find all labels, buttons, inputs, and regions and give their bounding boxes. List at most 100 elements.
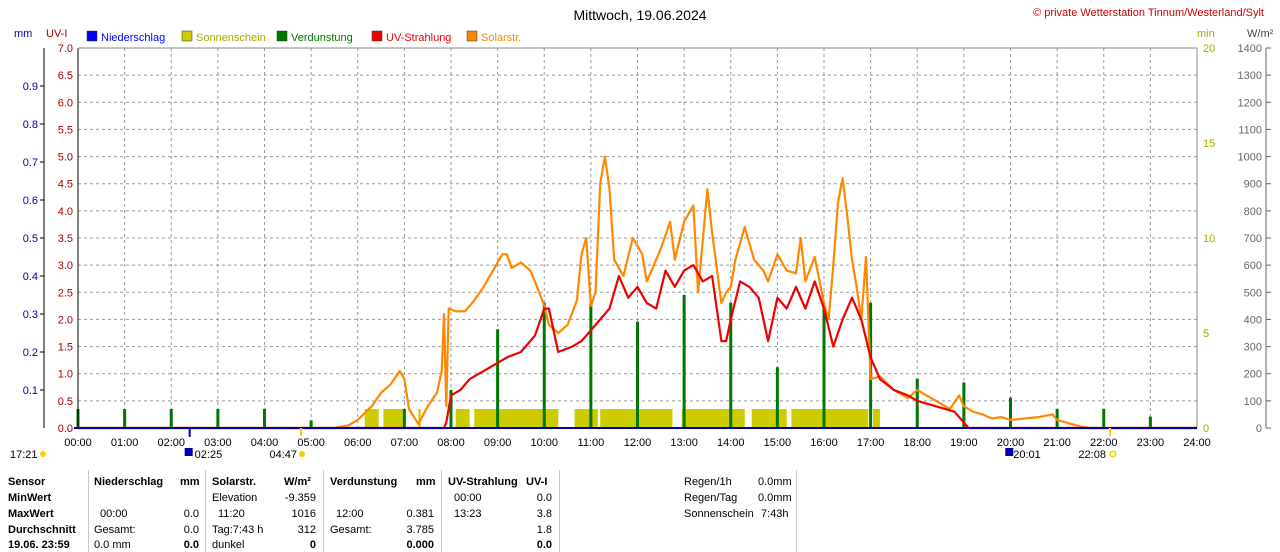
x-tick-10: 10:00 (530, 437, 558, 449)
y-mm-tick-8: 0.8 (23, 119, 38, 131)
verdunstung-gesamt-label: Gesamt: (330, 524, 372, 536)
y-wm2-tick-4: 400 (1244, 314, 1262, 326)
verdunstung-header: Verdunstung (330, 476, 398, 488)
y-min-tick-0: 0 (1203, 423, 1209, 435)
sunrise-icon (299, 451, 306, 457)
niederschlag-header: Niederschlag (94, 476, 164, 488)
y-wm2-tick-10: 1000 (1238, 152, 1262, 164)
chart-tick-labels: 00:00 01:00 02:00 03:00 04:00 05:00 06:00 07:00… (23, 43, 1271, 449)
row-sensor: Sensor (8, 476, 46, 488)
x-tick-19: 19:00 (950, 437, 978, 449)
chart-title: Mittwoch, 19.06.2024 (573, 7, 706, 23)
y-uv-tick-6: 3.0 (58, 260, 73, 272)
verdunstung-max-time: 12:00 (336, 508, 364, 520)
x-tick-17: 17:00 (857, 437, 885, 449)
moonrise-time: 02:25 (195, 449, 223, 460)
y-wm2-tick-14: 1400 (1238, 43, 1262, 55)
row-maxwert: MaxWert (8, 508, 54, 520)
niederschlag-gesamt-label: Gesamt: (94, 524, 136, 536)
x-tick-5: 05:00 (297, 437, 325, 449)
solar-tag-label: Tag:7:43 h (212, 524, 264, 536)
solar-max-time: 11:20 (218, 508, 245, 520)
uv-min-val: 0.0 (536, 492, 552, 504)
sunshine-bar-1 (383, 409, 405, 428)
sunshine-bar-0 (364, 409, 379, 428)
y-wm2-tick-9: 900 (1244, 179, 1262, 191)
unit-min: min (1197, 28, 1215, 40)
moonset-icon (1005, 448, 1014, 456)
uv-avg-val: 1.8 (536, 524, 552, 536)
moonset-time: 20:01 (1013, 449, 1041, 460)
sunshine-bar-10 (872, 409, 880, 428)
moonrise-icon (184, 448, 193, 456)
x-tick-22: 22:00 (1090, 437, 1118, 449)
x-tick-12: 12:00 (624, 437, 652, 449)
y-min-tick-2: 10 (1203, 233, 1215, 245)
solar-last-label: dunkel (212, 539, 245, 551)
y-wm2-tick-2: 200 (1244, 369, 1262, 381)
y-wm2-tick-3: 300 (1244, 342, 1262, 354)
x-tick-24: 24:00 (1183, 437, 1211, 449)
solar-elevation-val: -9.359 (284, 492, 316, 504)
y-mm-tick-9: 0.9 (23, 81, 38, 93)
verdunstung-gesamt-val: 3.785 (406, 524, 434, 536)
solar-header: Solarstr. (212, 476, 257, 488)
y-uv-tick-14: 7.0 (58, 43, 73, 55)
legend-swatch-1 (181, 30, 193, 42)
sunrise-time: 04:47 (269, 449, 297, 460)
legend-label-3: UV-Strahlung (386, 32, 451, 44)
sunset-time: 22:08 (1078, 449, 1106, 460)
x-tick-15: 15:00 (764, 437, 792, 449)
y-uv-tick-7: 3.5 (58, 233, 73, 245)
sunshine-bar-5 (574, 409, 598, 428)
solar-last-val: 0 (309, 539, 316, 551)
axis-unit-labels: mm UV-I min W/m² (14, 28, 1274, 40)
row-minwert: MinWert (8, 492, 52, 504)
sunshine-bar-8 (751, 409, 787, 428)
y-uv-tick-0: 0.0 (58, 423, 73, 435)
legend-label-2: Verdunstung (291, 32, 353, 44)
y-uv-tick-10: 5.0 (58, 152, 73, 164)
sunshine-bars (364, 409, 880, 428)
y-uv-tick-9: 4.5 (58, 179, 73, 191)
x-tick-18: 18:00 (903, 437, 931, 449)
niederschlag-unit: mm (180, 476, 200, 488)
y-mm-tick-3: 0.3 (23, 309, 38, 321)
y-wm2-tick-13: 1300 (1238, 70, 1262, 82)
unit-wm2: W/m² (1247, 28, 1274, 40)
extra-regen-tag-value: 0.0mm (758, 492, 792, 504)
y-wm2-tick-7: 700 (1244, 233, 1262, 245)
marker-left-time: 17:21 (10, 449, 38, 460)
sunshine-bar-4 (474, 409, 559, 428)
x-tick-21: 21:00 (1043, 437, 1071, 449)
uv-last-val: 0.0 (536, 539, 552, 551)
y-uv-tick-13: 6.5 (58, 70, 73, 82)
extra-regen-1h-label: Regen/1h (684, 476, 732, 488)
extra-sonnenschein-value: 7:43h (761, 508, 789, 520)
y-wm2-tick-0: 0 (1256, 423, 1262, 435)
y-wm2-tick-8: 800 (1244, 206, 1262, 218)
y-uv-tick-3: 1.5 (58, 342, 73, 354)
x-tick-23: 23:00 (1137, 437, 1165, 449)
y-uv-tick-8: 4.0 (58, 206, 73, 218)
sunset-icon (1109, 450, 1117, 458)
uv-min-time: 00:00 (454, 492, 482, 504)
y-mm-tick-5: 0.5 (23, 233, 38, 245)
y-uv-tick-5: 2.5 (58, 287, 73, 299)
sunshine-bar-7 (681, 409, 745, 428)
legend-label-1: Sonnenschein (196, 32, 266, 44)
niederschlag-last-bold: 0.0 (183, 539, 199, 551)
solar-tag-val: 312 (297, 524, 316, 536)
legend-swatch-0 (86, 30, 98, 42)
y-mm-tick-7: 0.7 (23, 157, 38, 169)
weather-chart: Mittwoch, 19.06.2024 © private Wettersta… (10, 7, 1274, 460)
y-wm2-tick-5: 500 (1244, 287, 1262, 299)
solar-unit: W/m² (284, 476, 311, 488)
sunshine-bar-2 (418, 409, 421, 428)
x-tick-16: 16:00 (810, 437, 838, 449)
sunshine-bar-3 (455, 409, 470, 428)
y-uv-tick-11: 5.5 (58, 124, 73, 136)
solar-elevation-label: Elevation (212, 492, 258, 504)
extra-regen-tag-label: Regen/Tag (684, 492, 738, 504)
